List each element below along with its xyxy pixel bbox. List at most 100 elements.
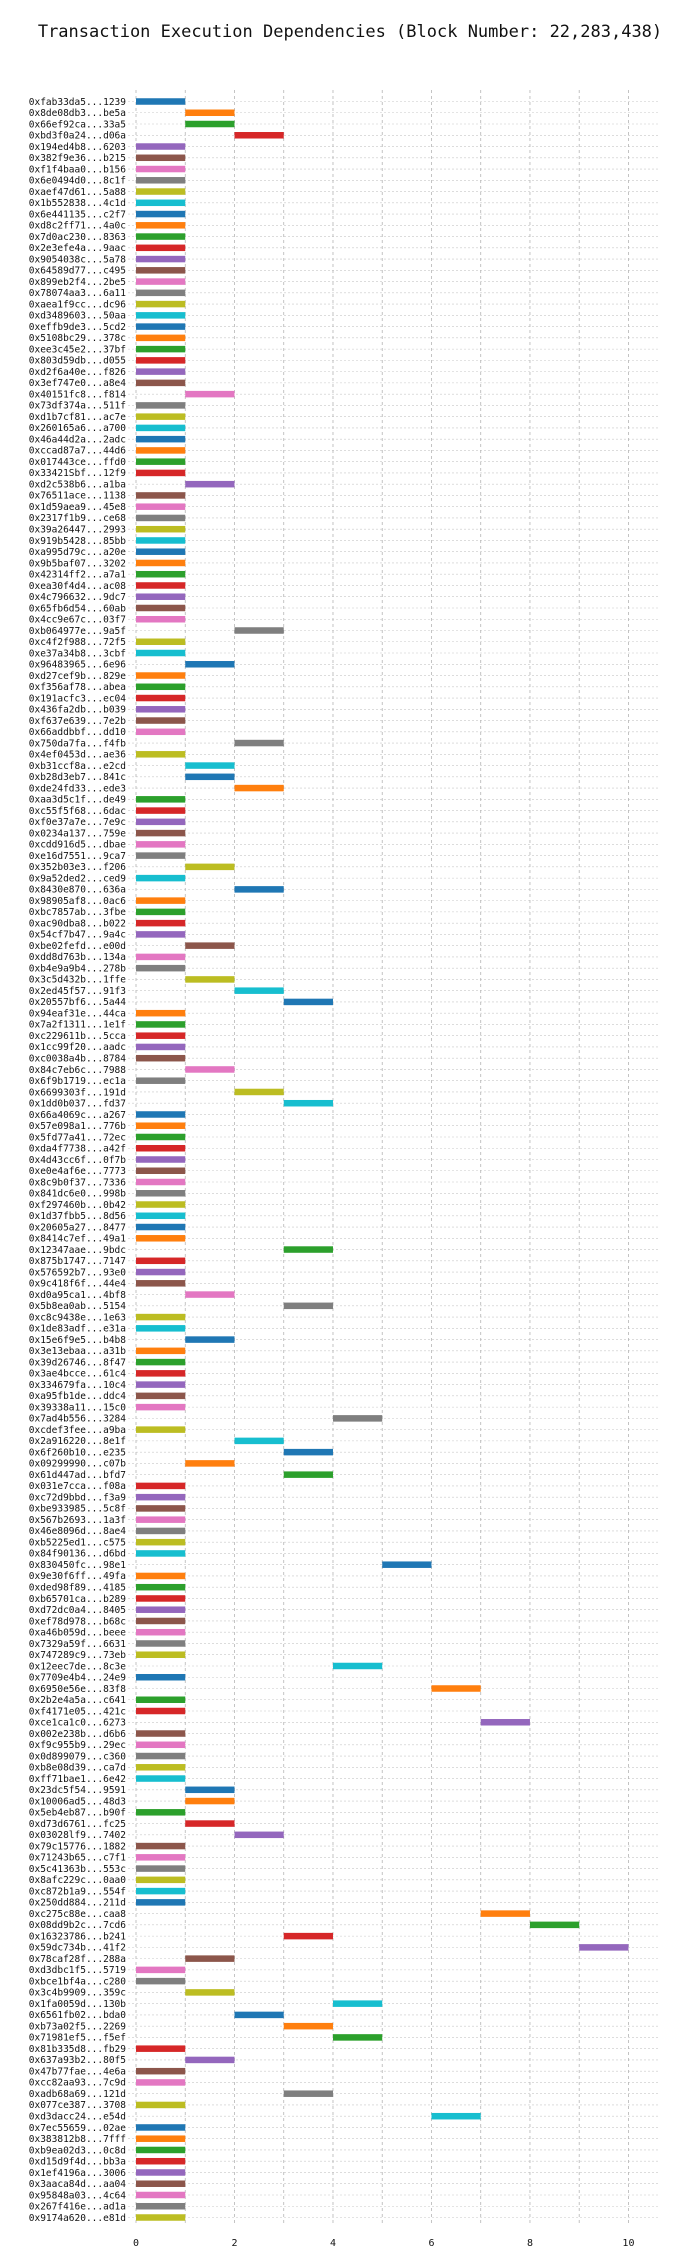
gantt-bar [136, 548, 186, 555]
gantt-bar [136, 368, 186, 375]
y-tick-label: 0x747289c9...73eb [29, 1650, 127, 1661]
y-tick-label: 0x4ef0453d...ae36 [29, 750, 127, 761]
gantt-bar [185, 863, 235, 871]
y-tick-label: 0xc8c9438e...1e63 [29, 1312, 126, 1323]
y-tick-label: 0xf1f4baa0...b156 [29, 164, 127, 175]
y-tick-label: 0xc872b1a9...554f [29, 1886, 126, 1897]
y-tick-label: 0xded98f89...4185 [29, 1583, 126, 1594]
gantt-bar [136, 818, 186, 826]
y-tick-label: 0x1fa0059d...130b [29, 1999, 127, 2010]
gantt-bar [136, 1741, 186, 1749]
y-tick-label: 0xeffb9de3...5cd2 [29, 322, 126, 333]
gantt-bar [136, 1865, 186, 1872]
y-tick-label: 0x017443ce...ffd0 [29, 457, 127, 468]
y-tick-label: 0x5108bc29...378c [29, 333, 126, 344]
y-tick-label: 0x7a2f1311...1e1f [29, 1020, 126, 1031]
gantt-bar [136, 413, 186, 420]
y-tick-label: 0x23dc5f54...9591 [29, 1785, 127, 1796]
y-tick-label: 0x73df374a...511f [29, 401, 126, 412]
gantt-bar [136, 582, 186, 589]
y-tick-label: 0xd3489603...50aa [29, 311, 126, 322]
y-tick-label: 0xb28d3eb7...841c [29, 772, 126, 783]
y-tick-label: 0xd3dbc1f5...5719 [29, 1965, 127, 1976]
y-tick-label: 0x46e8096d...8ae4 [29, 1526, 127, 1537]
gantt-bar [283, 1099, 333, 1107]
gantt-bar [185, 942, 235, 949]
y-tick-label: 0x899eb2f4...2be5 [29, 277, 126, 288]
gantt-bar [136, 1043, 186, 1051]
gantt-bar [136, 1809, 186, 1816]
gantt-bar [136, 1156, 186, 1163]
y-tick-label: 0x803d59db...d055 [29, 356, 126, 367]
y-tick-label: 0xc0038a4b...8784 [29, 1054, 127, 1065]
y-tick-label: 0x42314ff2...a7a1 [29, 570, 127, 581]
gantt-bar [136, 2101, 186, 2109]
y-tick-label: 0x33421Sbf...12f9 [29, 468, 127, 479]
gantt-bar [480, 1910, 530, 1917]
gantt-bar [234, 627, 284, 634]
gantt-bar [136, 751, 186, 758]
gantt-bar [136, 1673, 186, 1681]
y-tick-label: 0xd0a95ca1...4bf8 [29, 1290, 127, 1301]
gantt-bar [185, 976, 235, 983]
y-tick-label: 0x4c796632...9dc7 [29, 592, 126, 603]
gantt-bar [136, 1235, 186, 1242]
y-tick-label: 0x334679fa...10c4 [29, 1380, 127, 1391]
y-tick-label: 0xbe933985...5c8f [29, 1504, 126, 1515]
gantt-bar [136, 1392, 186, 1400]
gantt-bar [136, 2169, 186, 2176]
y-tick-label: 0x84f90136...d6bd [29, 1549, 126, 1560]
y-tick-label: 0xcdd916d5...dbae [29, 840, 127, 851]
gantt-bar [136, 1347, 186, 1355]
y-tick-label: 0xef78d978...b68c [29, 1616, 126, 1627]
y-tick-label: 0x9a52ded2...ced9 [29, 873, 127, 884]
y-tick-label: 0x637a93b2...80f5 [29, 2055, 126, 2066]
gantt-bar [234, 987, 284, 994]
y-tick-label: 0x1d37fbb5...8d56 [29, 1211, 127, 1222]
y-tick-label: 0x6561fb02...bda0 [29, 2010, 127, 2021]
gantt-bar [529, 1921, 580, 1929]
gantt-bar [136, 683, 186, 691]
y-tick-label: 0xa46b059d...beee [29, 1628, 127, 1639]
gantt-bar [136, 435, 186, 443]
y-tick-label: 0x382f9e36...b215 [29, 153, 126, 164]
gantt-bar [136, 244, 186, 252]
y-tick-label: 0x250dd884...211d [29, 1898, 126, 1909]
gantt-bar [136, 796, 186, 803]
y-tick-label: 0xb31ccf8a...e2cd [29, 761, 126, 772]
y-tick-label: 0xaea1f9cc...dc96 [29, 299, 127, 310]
gantt-bar [185, 1460, 235, 1467]
x-tick-label: 0 [133, 2238, 139, 2249]
y-tick-label: 0x84c7eb6c...7988 [29, 1065, 127, 1076]
gantt-bar [136, 672, 186, 679]
gantt-bar [283, 2022, 333, 2030]
gantt-bar [480, 1719, 530, 1726]
y-tick-label: 0x1de83adf...e31a [29, 1324, 126, 1335]
y-tick-label: 0xbc7857ab...3fbe [29, 907, 127, 918]
gantt-bar [136, 278, 186, 285]
gantt-bar [136, 1426, 186, 1433]
gantt-bar [136, 1032, 186, 1039]
gantt-bar [136, 694, 186, 702]
gantt-bar [136, 458, 186, 465]
y-tick-label: 0x7ad4b556...3284 [29, 1414, 127, 1425]
y-tick-label: 0xaa3d5c1f...de49 [29, 795, 127, 806]
y-tick-label: 0x8414c7ef...49a1 [29, 1234, 127, 1245]
y-tick-label: 0xe0e4af6e...7773 [29, 1166, 126, 1177]
y-tick-label: 0x194ed4b8...6203 [29, 142, 126, 153]
y-tick-label: 0xcc82aa93...7c9d [29, 2078, 126, 2089]
y-tick-label: 0x6e0494d0...8c1f [29, 176, 126, 187]
y-tick-label: 0x2b2e4a5a...c641 [29, 1695, 127, 1706]
y-tick-label: 0xc229611b...5cca [29, 1031, 126, 1042]
gantt-bar [136, 1257, 186, 1265]
y-tick-label: 0xb9ea02d3...0c8d [29, 2145, 126, 2156]
y-tick-label: 0xf297460b...0b42 [29, 1200, 126, 1211]
gantt-bar [234, 1831, 284, 1839]
gantt-bar [185, 773, 235, 781]
y-tick-label: 0x7709e4b4...24e9 [29, 1673, 127, 1684]
gantt-bar [431, 2112, 481, 2120]
gantt-bar [185, 1336, 235, 1343]
y-tick-label: 0xf4171e05...421c [29, 1706, 126, 1717]
y-tick-label: 0xfab33da5...1239 [29, 97, 127, 108]
